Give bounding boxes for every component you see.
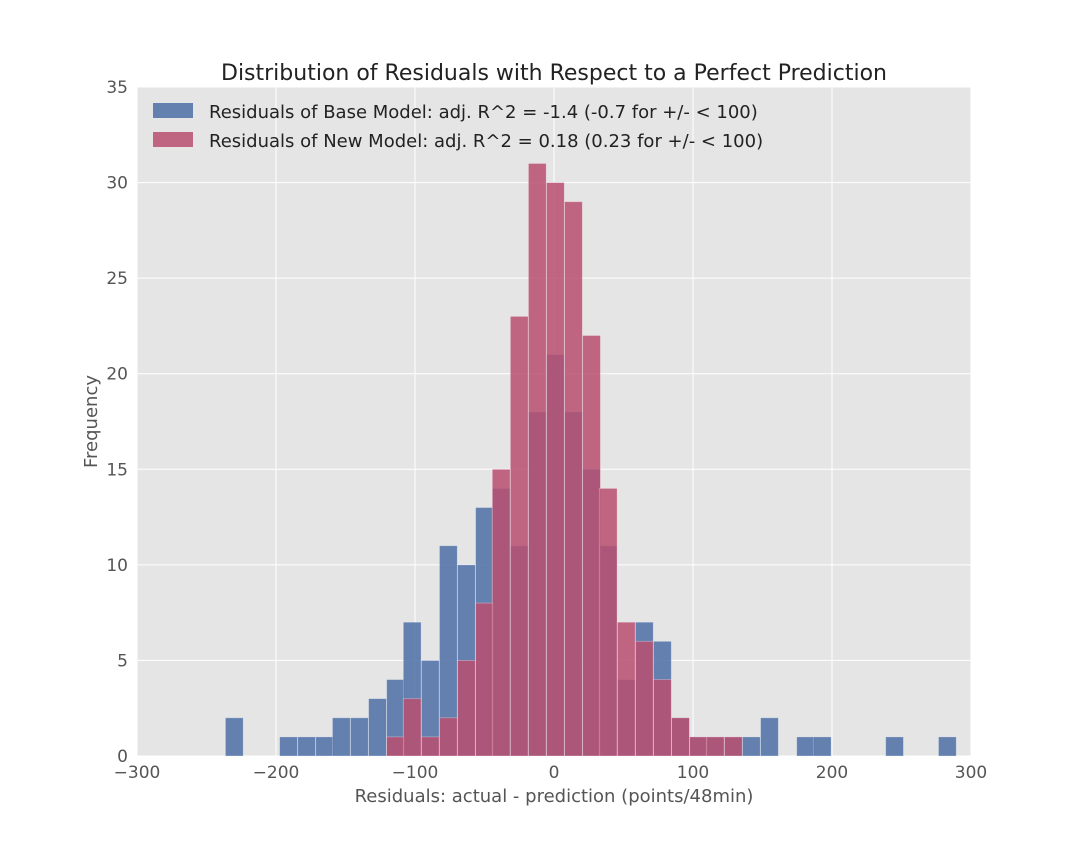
histogram-bar <box>599 488 617 756</box>
legend-label: Residuals of New Model: adj. R^2 = 0.18 … <box>209 131 763 152</box>
histogram-bar <box>724 737 742 756</box>
histogram-bar <box>690 737 708 756</box>
histogram-bar <box>476 603 494 756</box>
histogram-bar <box>316 737 334 756</box>
histogram-bar <box>635 641 653 756</box>
y-tick-label: 15 <box>106 460 128 480</box>
x-axis-title: Residuals: actual - prediction (points/4… <box>355 786 754 807</box>
histogram-bar <box>672 718 690 756</box>
y-axis-title: Frequency <box>81 375 102 468</box>
histogram-bar <box>886 737 904 756</box>
histogram-bar <box>387 737 405 756</box>
histogram-bar <box>813 737 831 756</box>
histogram-bar <box>458 660 476 756</box>
histogram-bar <box>797 737 815 756</box>
histogram-bar <box>528 163 546 756</box>
histogram-bar <box>492 469 510 756</box>
y-tick-label: 20 <box>106 365 128 385</box>
histogram-bar <box>351 718 369 756</box>
y-tick-label: 10 <box>106 556 128 576</box>
legend-swatch <box>153 132 193 147</box>
histogram-bar <box>761 718 779 756</box>
y-tick-label: 25 <box>106 269 128 289</box>
legend-item: Residuals of Base Model: adj. R^2 = -1.4… <box>153 102 758 123</box>
histogram-bar <box>706 737 724 756</box>
legend-item: Residuals of New Model: adj. R^2 = 0.18 … <box>153 131 763 152</box>
histogram-bar <box>439 718 457 756</box>
histogram-bar <box>565 202 583 756</box>
chart-title: Distribution of Residuals with Respect t… <box>221 61 887 86</box>
x-tick-label: 200 <box>816 763 848 783</box>
histogram-bar <box>298 737 316 756</box>
histogram-bar <box>938 737 956 756</box>
histogram-bar <box>742 737 760 756</box>
histogram-bar <box>280 737 298 756</box>
y-tick-label: 30 <box>106 174 128 194</box>
histogram-bar <box>654 680 672 756</box>
histogram-bar <box>421 737 439 756</box>
histogram-bar <box>510 316 528 756</box>
legend-swatch <box>153 103 193 118</box>
histogram-bar <box>546 183 564 756</box>
x-tick-label: 300 <box>955 763 987 783</box>
x-tick-label: 0 <box>549 763 560 783</box>
histogram-bar <box>369 699 387 756</box>
y-tick-label: 35 <box>106 78 128 98</box>
y-tick-label: 5 <box>117 651 128 671</box>
histogram-bar <box>583 335 601 756</box>
x-tick-label: −100 <box>392 763 439 783</box>
x-tick-label: 100 <box>677 763 709 783</box>
x-tick-label: −200 <box>253 763 300 783</box>
histogram-bar <box>617 622 635 756</box>
legend-label: Residuals of Base Model: adj. R^2 = -1.4… <box>209 102 758 123</box>
histogram-bar <box>225 718 243 756</box>
histogram-bar <box>332 718 350 756</box>
histogram-bar <box>403 699 421 756</box>
y-tick-label: 0 <box>117 747 128 767</box>
